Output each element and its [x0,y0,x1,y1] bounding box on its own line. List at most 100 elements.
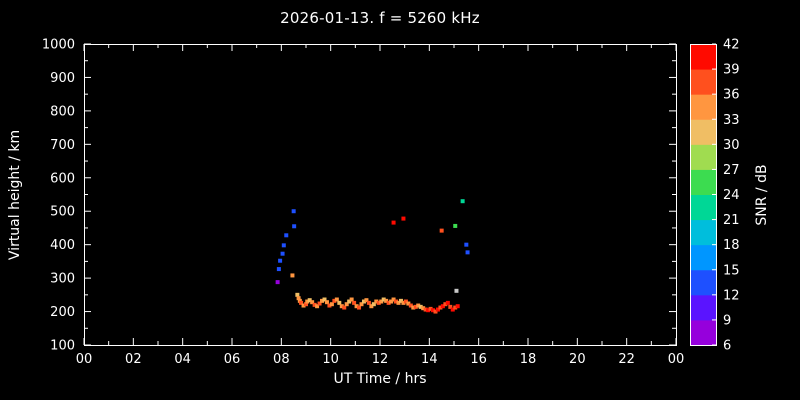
data-point [296,296,301,301]
colorbar-band [690,119,716,145]
data-point [332,298,337,303]
data-point [301,303,306,308]
data-point [284,233,289,238]
data-point [411,305,416,310]
data-point [416,303,421,308]
data-point [453,305,458,310]
data-point [349,297,354,302]
data-point [374,299,379,304]
data-point [455,304,460,309]
colorbar-tick-label: 30 [723,138,740,153]
data-point [291,209,296,214]
data-point [371,302,376,307]
colorbar-tick-label: 27 [723,163,740,178]
x-tick-label: 10 [322,352,339,367]
colorbar-tick-label: 9 [723,313,731,328]
colorbar-band [690,269,716,296]
data-point [364,298,369,303]
y-tick-label: 1000 [42,38,75,53]
data-point [334,297,339,302]
colorbar-band [690,319,716,346]
y-tick-label: 200 [50,305,75,320]
colorbar-tick-label: 12 [723,288,740,303]
y-tick-label: 400 [50,238,75,253]
data-point [439,228,444,233]
data-point [312,302,317,307]
data-point [290,273,295,278]
y-tick-label: 900 [50,71,75,86]
data-point [394,299,399,304]
colorbar-band [690,169,716,195]
data-point [352,300,357,305]
x-tick-label: 14 [421,352,438,367]
y-tick-label: 500 [50,205,75,220]
colorbar-band [690,44,716,70]
data-point [381,297,386,302]
data-point [421,306,426,311]
data-point [366,300,371,305]
data-point [423,307,428,312]
data-point [438,305,443,310]
data-point [278,258,283,263]
colorbar-tick-label: 36 [723,88,740,103]
colorbar-band [690,94,716,120]
plot-frame [84,44,677,346]
colorbar-band [690,244,716,271]
data-point [317,301,322,306]
x-tick-label: 20 [569,352,586,367]
data-point [299,300,304,305]
x-tick-label: 06 [224,352,241,367]
data-point [354,304,359,309]
data-point [386,300,391,305]
data-point [275,280,280,285]
x-tick-label: 22 [618,352,635,367]
colorbar-tick-label: 15 [723,263,740,278]
x-tick-label: 00 [76,352,93,367]
y-tick-label: 100 [50,339,75,354]
data-point [359,302,364,307]
colorbar-band [690,294,716,321]
colorbar-tick-label: 6 [723,339,731,354]
data-point [322,297,327,302]
colorbar-band [690,144,716,170]
colorbar-tick-label: 18 [723,238,740,253]
data-point [304,302,308,307]
y-tick-label: 600 [50,171,75,186]
data-point [398,298,403,303]
data-point [401,300,406,305]
data-point [376,300,381,305]
data-point [428,306,433,311]
data-point [361,299,366,304]
data-point [384,298,389,303]
y-tick-label: 700 [50,138,75,153]
data-point [396,300,401,305]
data-point [448,304,453,309]
data-point [391,220,396,225]
data-point [379,299,384,304]
data-point [329,302,334,307]
colorbar-tick-label: 33 [723,113,740,128]
colorbar-tick-label: 42 [723,38,740,53]
data-point [433,309,438,314]
data-point [344,302,349,307]
data-point [464,242,469,247]
data-point [280,251,285,256]
data-point [369,304,374,309]
colorbar-tick-label: 39 [723,63,740,78]
data-point [426,308,431,313]
data-point [297,298,302,303]
x-axis-label: UT Time / hrs [333,371,427,387]
data-point [465,250,470,255]
data-point [401,216,406,221]
y-tick-label: 300 [50,272,75,287]
data-point [445,300,450,305]
data-point [327,303,332,308]
data-point [443,302,448,307]
x-tick-label: 16 [470,352,487,367]
data-point [281,243,286,248]
x-tick-label: 04 [174,352,191,367]
data-point [342,305,347,310]
data-point [440,304,445,309]
